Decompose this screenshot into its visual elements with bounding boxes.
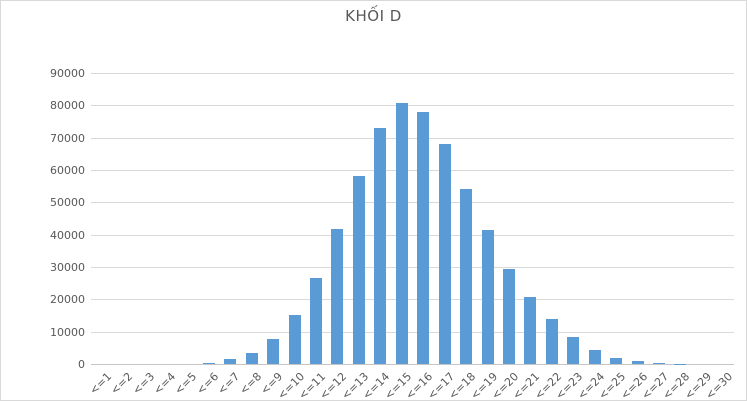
bar-<=12	[331, 228, 344, 364]
y-axis-label: 0	[78, 358, 85, 371]
x-axis-line	[91, 364, 734, 365]
y-axis-label: 40000	[50, 228, 85, 242]
bar-<=27	[652, 363, 665, 364]
bar-<=16	[417, 112, 430, 364]
gridline	[91, 73, 734, 74]
y-axis-label: 30000	[50, 261, 85, 274]
gridline	[91, 331, 734, 333]
gridline	[91, 267, 734, 268]
y-axis-label: 10000	[50, 325, 85, 339]
bar-<=23	[567, 337, 580, 364]
bar-<=14	[374, 127, 387, 364]
bar-<=11	[310, 277, 323, 364]
bar-<=10	[288, 314, 301, 364]
x-axis-label: <=3	[129, 370, 157, 398]
x-axis-label: <=6	[193, 370, 222, 398]
bar-<=22	[545, 319, 558, 364]
bar-<=24	[588, 350, 601, 364]
bar-<=17	[438, 144, 451, 364]
gridline	[91, 234, 734, 236]
y-axis-label: 70000	[50, 131, 85, 145]
x-axis-label: <=7	[215, 370, 243, 398]
x-axis-label: <=5	[172, 370, 200, 398]
y-axis-label: 90000	[50, 67, 85, 80]
bar-<=7	[224, 359, 237, 364]
y-axis-label: 60000	[50, 164, 85, 177]
gridline	[91, 299, 734, 301]
bar-<=28	[674, 363, 687, 364]
bar-<=20	[502, 268, 515, 364]
y-axis-label: 20000	[50, 293, 85, 307]
y-axis-label: 50000	[50, 196, 85, 210]
bar-<=25	[610, 357, 623, 364]
bar-<=18	[460, 189, 473, 364]
bar-<=26	[631, 361, 644, 364]
chart-title: KHỐI D	[345, 7, 402, 25]
x-axis-label: <=8	[236, 370, 264, 398]
bar-<=13	[352, 175, 365, 364]
bar-<=8	[245, 353, 258, 364]
x-axis-label: <=2	[108, 370, 136, 398]
bar-<=21	[524, 297, 537, 364]
x-axis-label: <=4	[151, 370, 179, 398]
bar-<=9	[267, 339, 280, 364]
bar-<=6	[202, 362, 215, 364]
gridline	[91, 170, 734, 171]
bar-<=15	[395, 103, 408, 364]
bar-<=19	[481, 230, 494, 364]
x-axis-label: <=1	[86, 370, 114, 398]
gridline	[91, 137, 734, 139]
y-axis-label: 80000	[50, 99, 85, 113]
gridline	[91, 202, 734, 204]
gridline	[91, 105, 734, 107]
